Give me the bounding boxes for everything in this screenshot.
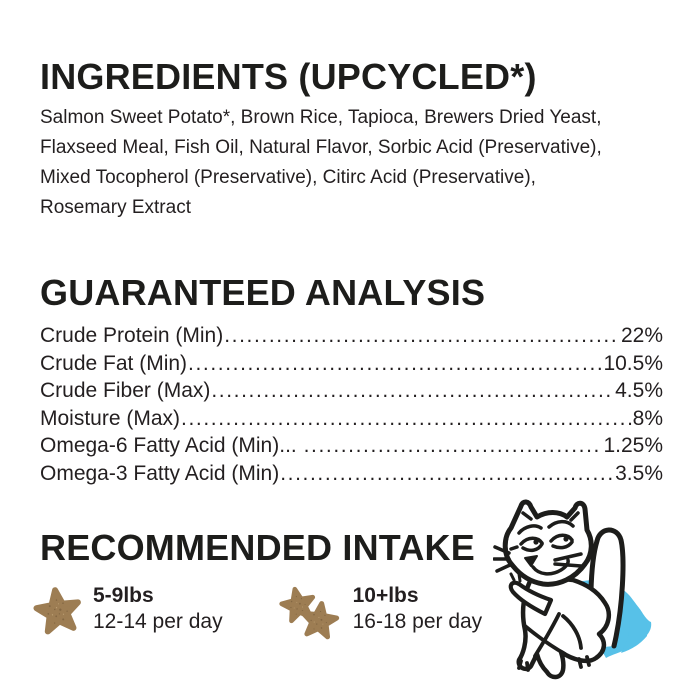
row-value: 4.5% bbox=[615, 379, 663, 402]
ingredients-line: Mixed Tocopherol (Preservative), Citirc … bbox=[40, 167, 536, 188]
table-row: Omega-3 Fatty Acid (Min) 3.5% bbox=[40, 460, 663, 488]
dot-leader bbox=[224, 322, 620, 350]
row-value: 10.5% bbox=[603, 351, 663, 375]
ingredients-line: Flaxseed Meal, Fish Oil, Natural Flavor,… bbox=[40, 137, 602, 158]
ingredients-line: Rosemary Extract bbox=[40, 197, 191, 218]
table-row: Crude Fat (Min) 10.5% bbox=[40, 350, 663, 378]
dot-leader bbox=[211, 377, 614, 405]
intake-item-small-cat: 5-9lbs 12-14 per day bbox=[33, 583, 223, 645]
cat-with-cape-illustration bbox=[493, 499, 652, 680]
ingredients-title: INGREDIENTS (UPCYCLED*) bbox=[40, 56, 537, 97]
recommended-intake-row: 5-9lbs 12-14 per day bbox=[33, 583, 663, 645]
row-label: Omega-6 Fatty Acid (Min)... bbox=[40, 434, 303, 457]
guaranteed-analysis-table: Crude Protein (Min) 22% Crude Fat (Min) … bbox=[40, 322, 663, 487]
intake-amount: 16-18 per day bbox=[352, 610, 483, 633]
guaranteed-analysis-title: GUARANTEED ANALYSIS bbox=[40, 272, 486, 313]
intake-amount: 12-14 per day bbox=[93, 610, 223, 633]
intake-item-large-cat: 10+lbs 16-18 per day bbox=[279, 583, 483, 645]
row-value: 1.25% bbox=[603, 434, 663, 457]
row-label: Crude Fiber (Max) bbox=[40, 379, 211, 402]
row-label: Moisture (Max) bbox=[40, 406, 181, 430]
table-row: Crude Protein (Min) 22% bbox=[40, 322, 663, 350]
dot-leader bbox=[280, 460, 614, 488]
kibble-star-double-icon bbox=[279, 585, 343, 645]
row-value: 8% bbox=[632, 406, 663, 430]
row-label: Crude Protein (Min) bbox=[40, 324, 224, 347]
intake-weight: 5-9lbs bbox=[93, 584, 154, 607]
table-row: Crude Fiber (Max) 4.5% bbox=[40, 377, 663, 405]
table-row: Omega-6 Fatty Acid (Min)... 1.25% bbox=[40, 432, 663, 460]
intake-weight: 10+lbs bbox=[352, 584, 419, 607]
table-row: Moisture (Max) 8% bbox=[40, 405, 663, 433]
dot-leader bbox=[181, 405, 632, 433]
ingredients-list: Salmon Sweet Potato*, Brown Rice, Tapioc… bbox=[40, 103, 663, 223]
row-label: Omega-3 Fatty Acid (Min) bbox=[40, 461, 280, 485]
row-value: 22% bbox=[620, 324, 663, 347]
row-value: 3.5% bbox=[615, 461, 663, 485]
intake-text-block: 10+lbs 16-18 per day bbox=[353, 583, 483, 635]
dot-leader bbox=[188, 350, 602, 378]
recommended-intake-title: RECOMMENDED INTAKE bbox=[40, 527, 475, 568]
dot-leader bbox=[304, 432, 603, 460]
kibble-star-icon bbox=[33, 587, 81, 635]
ingredients-line: Salmon Sweet Potato*, Brown Rice, Tapioc… bbox=[40, 107, 602, 128]
row-label: Crude Fat (Min) bbox=[40, 351, 188, 375]
intake-text-block: 5-9lbs 12-14 per day bbox=[93, 583, 223, 635]
